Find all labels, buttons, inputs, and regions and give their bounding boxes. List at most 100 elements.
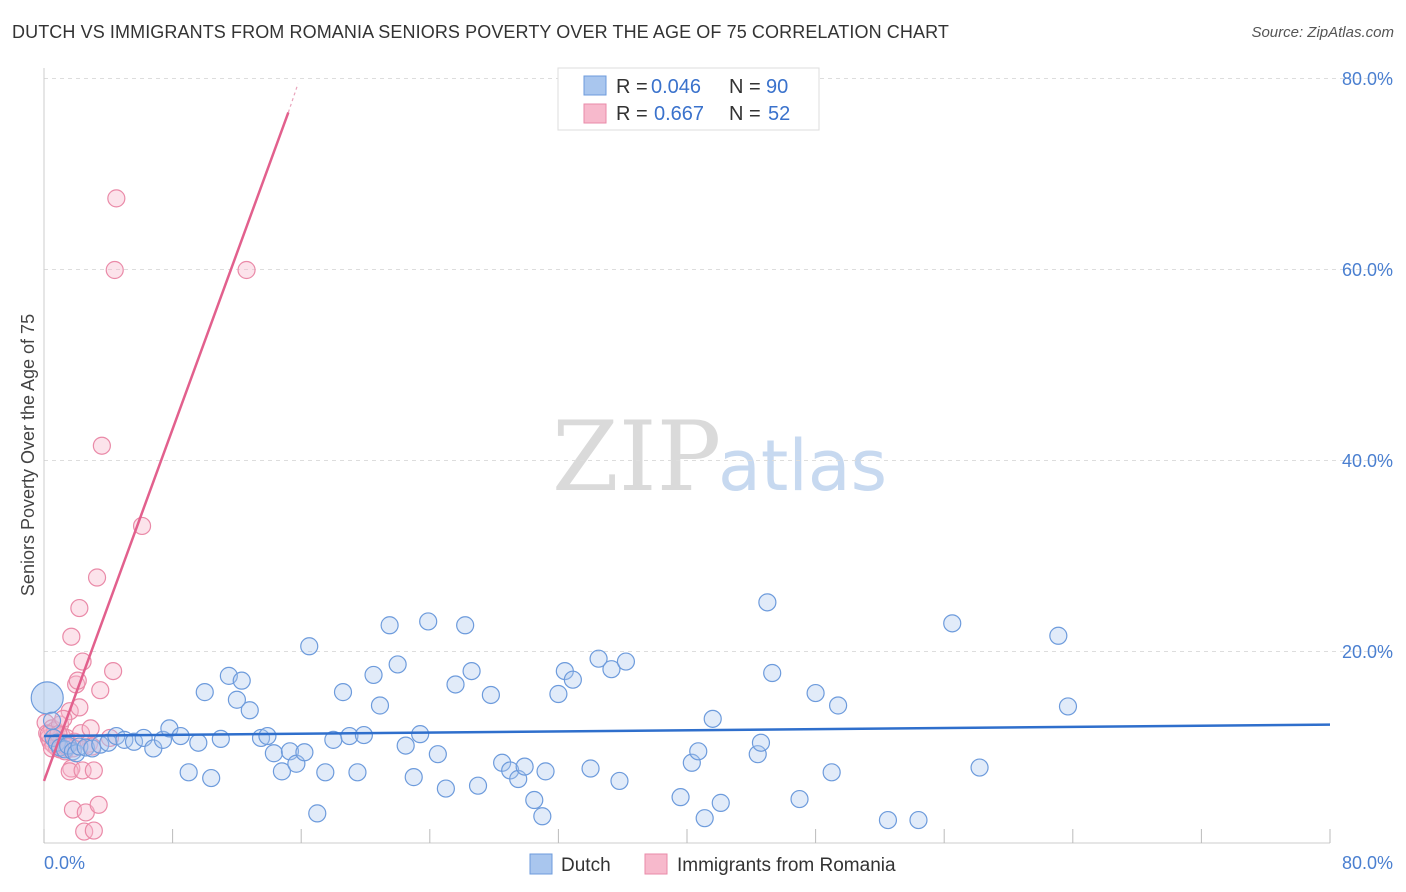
dutch-point [348,763,367,782]
legend-top: R = 0.046 N = 90 R = 0.667 N = 52 [557,67,820,131]
legend-bottom-romania-label: Immigrants from Romania [677,855,896,876]
dutch-point [446,675,465,694]
dutch-point [711,793,730,812]
romania-point [84,761,103,780]
dutch-point [806,683,825,703]
dutch-point [333,683,353,702]
dutch-point [232,671,251,690]
dutch-point [695,809,714,828]
source-credit: Source: ZipAtlas.com [1251,24,1394,41]
romania-point [89,795,108,814]
romania-point [84,821,103,840]
dutch-point [419,612,438,631]
dutch-point [370,696,390,715]
dutch-point [682,753,701,772]
dutch-point [388,655,407,674]
dutch-point [272,762,292,781]
y-tick-label-60: 60.0% [1342,260,1393,280]
dutch-point [689,742,708,761]
dutch-point [428,745,447,764]
legend-dutch-n-value: 90 [766,76,788,98]
trend-lines [42,83,1331,782]
dutch-point [533,807,552,826]
dutch-point [189,733,208,752]
dutch-point [76,738,95,757]
dutch-point [404,768,423,787]
dutch-point [364,665,383,685]
legend-romania-r-label: R = [616,103,648,125]
dutch-point [671,788,690,807]
legend-bottom-dutch-label: Dutch [561,855,611,876]
dutch-point [354,725,373,745]
romania-point [75,822,94,841]
romania-trend-extension [287,83,299,113]
dutch-point [525,790,544,810]
dutch-point [970,758,989,777]
dutch-point [468,776,488,795]
dutch-point [411,725,430,744]
dutch-point [536,762,555,781]
dutch-point [563,670,582,689]
watermark-zip: ZIP [552,401,721,513]
dutch-point [179,763,198,782]
dutch-point [610,771,629,791]
dutch-point [396,736,415,755]
legend-romania-n-value: 52 [768,103,790,125]
gridlines [44,78,1392,652]
dutch-point [748,745,767,764]
dutch-point [1049,626,1068,645]
legend-bottom: Dutch Immigrants from Romania [529,853,896,876]
y-tick-label-40: 40.0% [1342,451,1393,471]
romania-point [107,189,126,208]
dutch-point [258,726,277,746]
dutch-point [340,726,359,746]
dutch-point [943,614,962,633]
legend-dutch-r-value: 0.046 [651,76,701,98]
dutch-point [751,733,771,752]
dutch-point [380,616,399,635]
dutch-point [703,709,722,728]
legend-romania-n-label: N = [729,103,761,125]
legend-romania-r-value: 0.667 [654,103,704,125]
dutch-point [300,637,319,656]
dutch-point [602,660,621,679]
dutch-point [456,616,475,635]
dutch-points [30,593,1078,830]
romania-point [91,681,110,700]
dutch-point [829,696,848,715]
romania-point [81,719,100,738]
dutch-point [1058,697,1078,716]
legend-bottom-dutch-swatch [529,853,553,875]
dutch-point [195,683,214,702]
dutch-point [42,711,62,730]
dutch-point [758,593,777,612]
romania-point [62,627,81,646]
dutch-point [822,763,841,782]
dutch-point [295,743,314,762]
legend-dutch-n-label: N = [729,76,761,98]
dutch-point [515,757,534,776]
dutch-point [763,663,782,683]
romania-trend-line [42,111,290,782]
legend-dutch-swatch [583,75,607,96]
dutch-point [790,789,809,809]
y-tick-label-80: 80.0% [1342,69,1393,89]
legend-bottom-romania-swatch [644,853,668,875]
dutch-point [211,729,230,749]
dutch-point [616,652,636,671]
romania-point [70,598,89,618]
dutch-point [316,763,335,782]
romania-point [104,661,123,681]
chart-title: DUTCH VS IMMIGRANTS FROM ROMANIA SENIORS… [12,22,949,42]
x-tick-label-min: 0.0% [44,853,85,873]
watermark-atlas: atlas [718,425,887,507]
dutch-point [227,690,246,709]
dutch-point [549,684,568,704]
dutch-point [481,685,500,705]
dutch-point [909,810,928,830]
romania-point [237,260,256,280]
x-tick-labels: 0.0% 80.0% [44,853,1393,873]
romania-point [92,436,111,455]
y-tick-labels: 20.0% 40.0% 60.0% 80.0% [1342,69,1393,662]
